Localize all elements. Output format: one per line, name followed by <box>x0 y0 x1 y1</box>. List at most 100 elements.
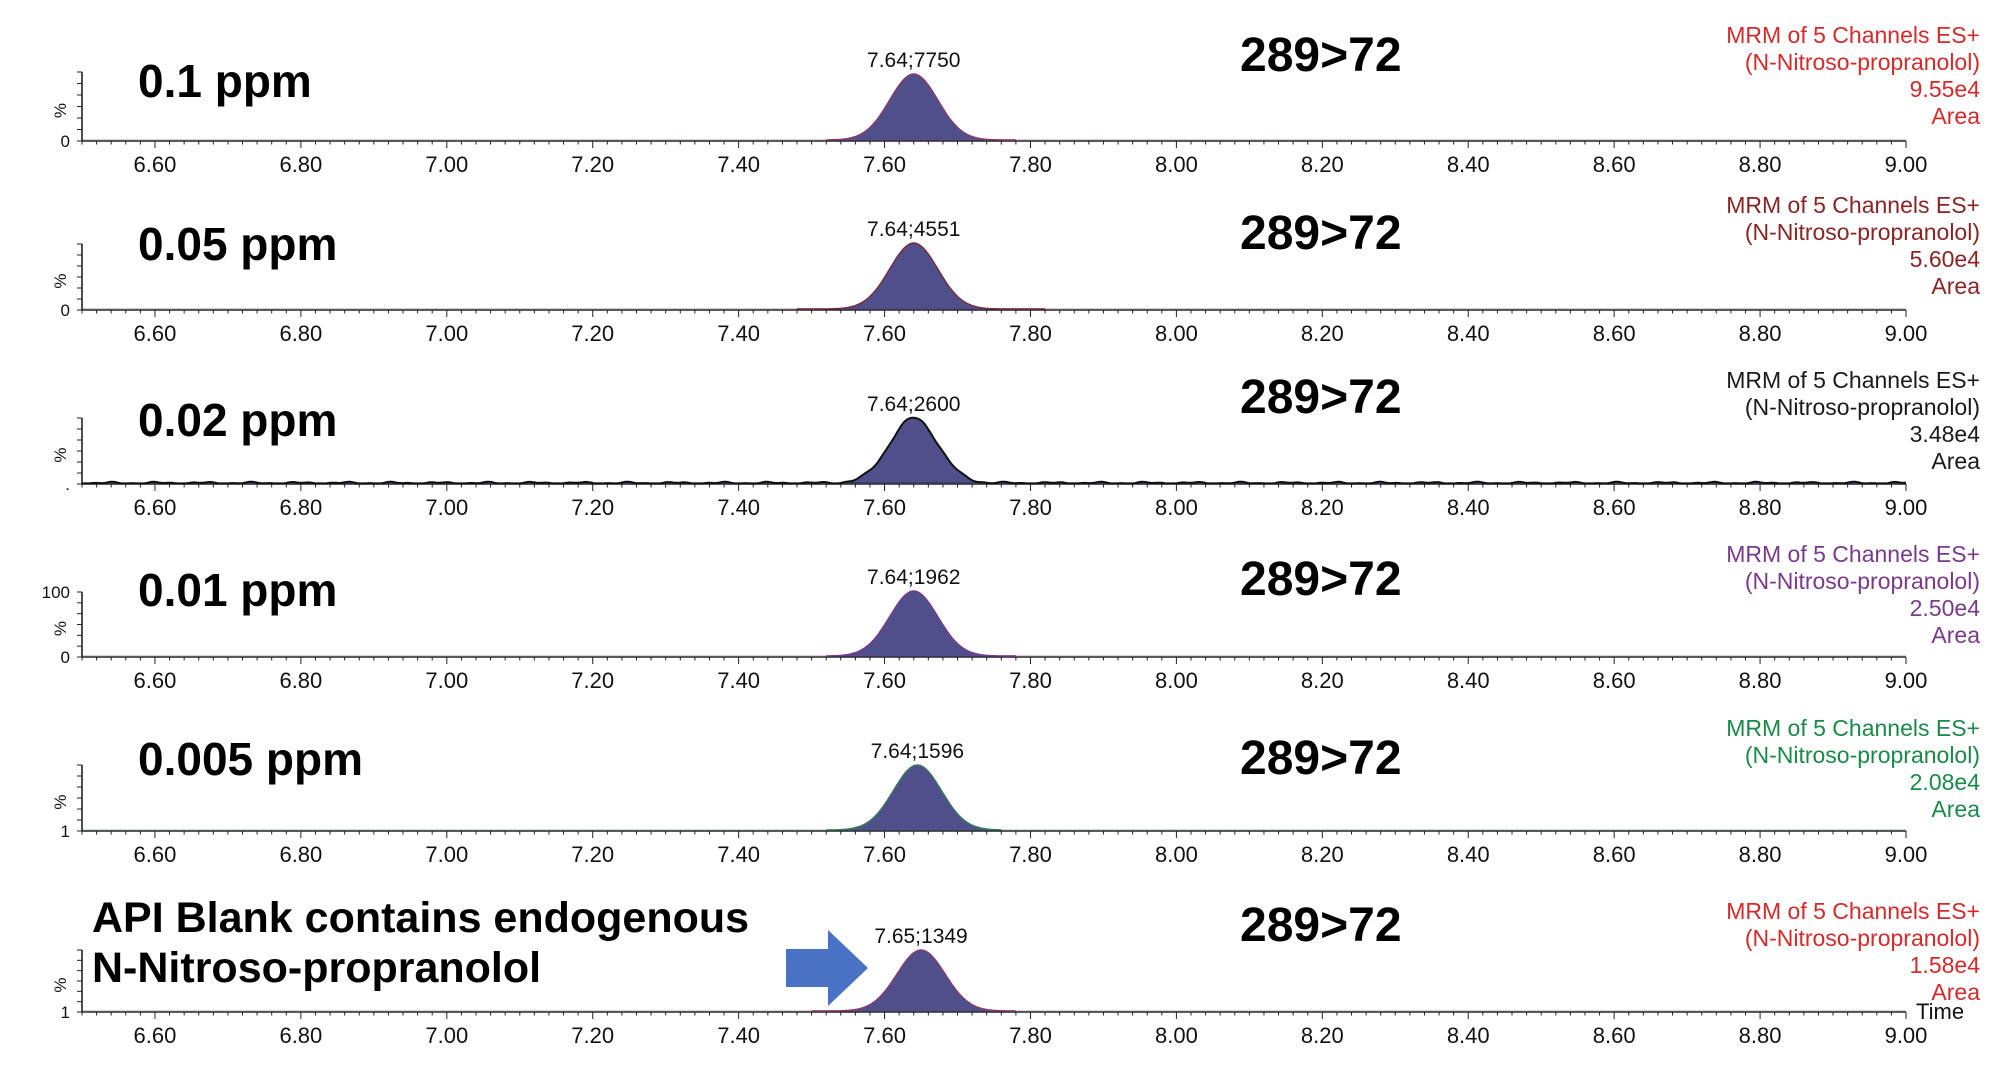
panel-6-x-tick-label: 7.60 <box>863 1023 906 1048</box>
panel-5-channel: MRM of 5 Channels ES+ <box>1726 715 1980 741</box>
panel-6-x-tick-label: 7.80 <box>1009 1023 1052 1048</box>
panel-6-peak-area <box>811 950 1016 1012</box>
panel-3-x-tick-label: 6.80 <box>279 495 322 520</box>
panel-6-y-tick-bottom: 1 <box>61 1003 70 1022</box>
panel-2-y-tick-bottom: 0 <box>61 301 70 320</box>
panel-5-peak-trace <box>826 764 1002 831</box>
panel-6-peak-label: 7.65;1349 <box>874 925 967 948</box>
panel-5-x-tick-label: 7.00 <box>425 842 468 867</box>
panel-2-x-tick-label: 7.20 <box>571 321 614 346</box>
panel-4-peak-trace <box>826 590 1016 657</box>
blank-annotation: API Blank contains endogenous N-Nitroso-… <box>92 893 749 993</box>
panel-2-x-tick-label: 6.80 <box>279 321 322 346</box>
panel-4-compound: (N-Nitroso-propranolol) <box>1744 568 1980 594</box>
panel-4-y-axis-label: % <box>51 621 70 636</box>
panel-1-y-tick-bottom: 0 <box>61 132 70 151</box>
panel-3-x-tick-label: 8.40 <box>1447 495 1490 520</box>
panel-5-x-tick-label: 7.20 <box>571 842 614 867</box>
panel-1-x-tick-label: 7.60 <box>863 152 906 177</box>
panel-6-x-tick-label: 9.00 <box>1885 1023 1928 1048</box>
panel-6-channel: MRM of 5 Channels ES+ <box>1726 898 1980 924</box>
annotation-arrow-icon <box>786 930 868 1006</box>
panel-1-quant: Area <box>1931 103 1980 129</box>
panel-1-channel: MRM of 5 Channels ES+ <box>1726 22 1980 48</box>
panel-6-intensity: 1.58e4 <box>1909 952 1980 978</box>
panel-5-x-tick-label: 8.20 <box>1301 842 1344 867</box>
panel-3-x-tick-label: 7.80 <box>1009 495 1052 520</box>
panel-3-intensity: 3.48e4 <box>1909 421 1980 447</box>
panel-6-x-tick-label: 7.00 <box>425 1023 468 1048</box>
panel-1-x-tick-label: 7.80 <box>1009 152 1052 177</box>
panel-4-x-tick-label: 9.00 <box>1885 668 1928 693</box>
blank-annotation-line-2: N-Nitroso-propranolol <box>92 944 542 992</box>
panel-6-x-tick-label: 6.60 <box>134 1023 177 1048</box>
panel-3-x-tick-label: 7.00 <box>425 495 468 520</box>
panel-6-x-tick-label: 8.00 <box>1155 1023 1198 1048</box>
panel-5-x-tick-label: 7.60 <box>863 842 906 867</box>
panel-6-peak-trace <box>811 949 1016 1012</box>
panel-5-x-tick-label: 8.00 <box>1155 842 1198 867</box>
panel-2-concentration: 0.05 ppm <box>138 218 338 270</box>
panel-4-x-tick-label: 7.00 <box>425 668 468 693</box>
panel-6-x-tick-label: 8.20 <box>1301 1023 1344 1048</box>
panel-5-x-tick-label: 9.00 <box>1885 842 1928 867</box>
panel-3-concentration: 0.02 ppm <box>138 394 338 446</box>
panel-5-intensity: 2.08e4 <box>1909 769 1980 795</box>
panel-5-concentration: 0.005 ppm <box>138 733 363 785</box>
panel-4-channel: MRM of 5 Channels ES+ <box>1726 541 1980 567</box>
panel-5-peak-label: 7.64;1596 <box>871 740 964 763</box>
panel-4-info: MRM of 5 Channels ES+ (N-Nitroso-propran… <box>1540 541 1980 649</box>
panel-2-x-tick-label: 8.80 <box>1739 321 1782 346</box>
panel-3-x-tick-label: 8.60 <box>1593 495 1636 520</box>
panel-4-concentration: 0.01 ppm <box>138 564 338 616</box>
panel-4-x-tick-label: 7.80 <box>1009 668 1052 693</box>
panel-5-info: MRM of 5 Channels ES+ (N-Nitroso-propran… <box>1540 715 1980 823</box>
panel-6-x-tick-label: 7.20 <box>571 1023 614 1048</box>
panel-1-concentration: 0.1 ppm <box>138 55 312 107</box>
panel-4-y-tick-top: 100 <box>42 583 70 602</box>
panel-3-x-tick-label: 7.40 <box>717 495 760 520</box>
panel-3-x-tick-label: 9.00 <box>1885 495 1928 520</box>
panel-6-transition: 289>72 <box>1240 899 1402 952</box>
panel-5-x-tick-label: 6.80 <box>279 842 322 867</box>
panel-1-peak-label: 7.64;7750 <box>867 49 960 72</box>
panel-2-intensity: 5.60e4 <box>1909 246 1980 272</box>
panel-1-peak-trace <box>826 73 1016 141</box>
panel-2-peak-trace <box>797 242 1046 310</box>
panel-2-x-tick-label: 7.00 <box>425 321 468 346</box>
panel-4-x-tick-label: 8.20 <box>1301 668 1344 693</box>
panel-1-x-tick-label: 8.00 <box>1155 152 1198 177</box>
panel-5-x-tick-label: 8.80 <box>1739 842 1782 867</box>
panel-4-x-tick-label: 6.80 <box>279 668 322 693</box>
panel-5-compound: (N-Nitroso-propranolol) <box>1744 742 1980 768</box>
panel-4-y-tick-bottom: 0 <box>61 648 70 667</box>
panel-1-x-tick-label: 7.40 <box>717 152 760 177</box>
panel-1-x-tick-label: 8.80 <box>1739 152 1782 177</box>
panel-4-x-tick-label: 7.20 <box>571 668 614 693</box>
panel-1-x-tick-label: 6.60 <box>134 152 177 177</box>
panel-2-x-tick-label: 8.00 <box>1155 321 1198 346</box>
panel-2-quant: Area <box>1931 273 1980 299</box>
panel-5-quant: Area <box>1931 796 1980 822</box>
panel-6-x-tick-label: 8.80 <box>1739 1023 1782 1048</box>
panel-3-quant: Area <box>1931 448 1980 474</box>
panel-1-x-tick-label: 7.00 <box>425 152 468 177</box>
panel-2-channel: MRM of 5 Channels ES+ <box>1726 192 1980 218</box>
blank-annotation-line-1: API Blank contains endogenous <box>92 894 750 942</box>
panel-6-y-axis-label: % <box>51 977 70 992</box>
panel-6-x-tick-label: 7.40 <box>717 1023 760 1048</box>
panel-1-x-tick-label: 6.80 <box>279 152 322 177</box>
panel-4-peak-area <box>826 591 1016 657</box>
panel-6-info: MRM of 5 Channels ES+ (N-Nitroso-propran… <box>1540 898 1980 1006</box>
panel-5-x-tick-label: 7.40 <box>717 842 760 867</box>
panel-3-x-tick-label: 8.80 <box>1739 495 1782 520</box>
panel-4-x-tick-label: 8.60 <box>1593 668 1636 693</box>
panel-4-x-tick-label: 7.40 <box>717 668 760 693</box>
panel-2-x-tick-label: 8.20 <box>1301 321 1344 346</box>
panel-5-y-axis-label: % <box>51 794 70 809</box>
panel-6-x-tick-label: 6.80 <box>279 1023 322 1048</box>
panel-5-peak-area <box>826 765 1002 831</box>
panel-3-x-tick-label: 8.00 <box>1155 495 1198 520</box>
panel-3-peak-label: 7.64;2600 <box>867 393 960 416</box>
